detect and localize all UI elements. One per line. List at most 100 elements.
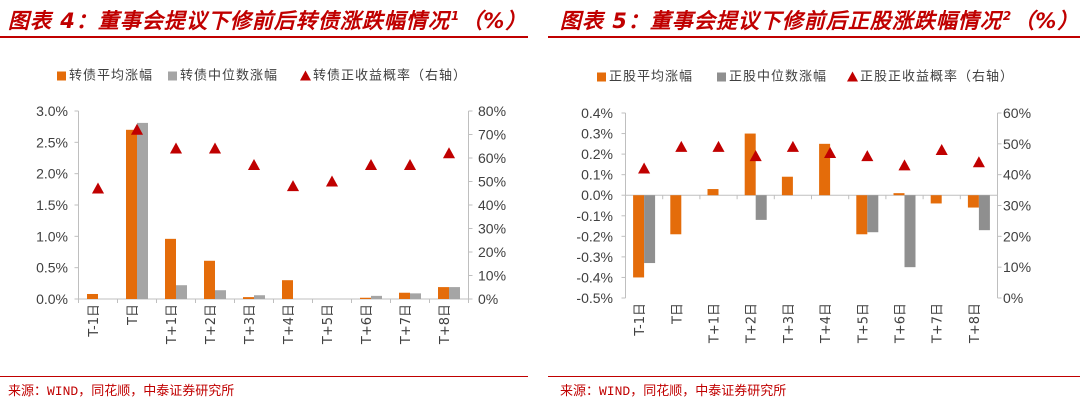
y2-axis-tick-label: 30% [1003, 198, 1031, 214]
y2-axis-tick-label: 0% [478, 291, 498, 307]
avg-return-bar [967, 195, 979, 208]
y-axis-tick-label: -0.1% [576, 208, 613, 224]
y2-axis-tick-label: 60% [478, 150, 506, 166]
median-return-bar [137, 122, 148, 299]
positive-return-probability-marker [364, 159, 378, 170]
x-axis-category-label: T-1日 [87, 304, 102, 338]
positive-return-probability-marker [247, 159, 261, 170]
y-axis-tick-label: -0.4% [576, 269, 613, 285]
x-axis-category-label: T+1日 [165, 304, 180, 345]
x-axis-category-label: T+5日 [321, 304, 336, 345]
x-axis-category-label: T日 [126, 304, 141, 326]
title-divider [548, 36, 1080, 38]
y-axis-tick-label: -0.3% [576, 249, 613, 265]
y-axis-tick-label: 0.0% [36, 291, 68, 307]
median-return-bar [410, 293, 421, 299]
x-axis-category-label: T+6日 [894, 303, 909, 344]
avg-return-bar [204, 260, 215, 299]
x-axis-category-label: T日 [670, 303, 685, 325]
x-axis-category-label: T+2日 [745, 303, 760, 344]
avg-return-bar [744, 133, 756, 196]
median-return-bar [904, 195, 916, 268]
positive-return-probability-marker [638, 162, 651, 174]
avg-return-bar [633, 195, 645, 278]
chart-title-unit: （%） [1013, 9, 1080, 33]
avg-return-bar [930, 195, 942, 204]
x-axis-category-label: T+3日 [243, 304, 258, 345]
y2-axis-tick-label: 20% [478, 244, 506, 260]
x-axis-category-label: T+2日 [204, 304, 219, 345]
positive-return-probability-marker [169, 142, 183, 154]
y-axis-tick-label: 2.0% [36, 166, 68, 182]
y-axis-tick-label: 1.0% [36, 228, 68, 244]
legend-label: 转债正收益概率（右轴） [313, 68, 467, 84]
x-axis-category-label: T+1日 [708, 303, 723, 344]
x-axis-category-label: T+3日 [782, 303, 797, 344]
positive-return-probability-marker [898, 159, 911, 171]
y-axis-tick-label: 0.3% [581, 126, 613, 142]
source-note: 来源：WIND，同花顺，中泰证券研究所 [560, 384, 787, 399]
legend-item: 正股正收益概率（右轴） [847, 69, 1013, 85]
legend-label: 转债中位数涨幅 [180, 69, 278, 84]
positive-return-probability-marker [208, 142, 222, 154]
median-return-bar [867, 195, 879, 233]
y2-axis-tick-label: 70% [478, 127, 506, 143]
y2-axis-tick-label: 30% [478, 221, 506, 237]
positive-return-probability-marker [442, 147, 456, 159]
y-axis-tick-label: -0.2% [576, 228, 613, 244]
legend-triangle-icon [300, 70, 311, 81]
x-axis-category-label: T+4日 [819, 303, 834, 344]
legend: 转债平均涨幅 转债中位数涨幅 转债正收益概率（右轴） [57, 68, 467, 84]
positive-return-probability-marker [861, 150, 874, 162]
y2-axis-tick-label: 10% [478, 268, 506, 284]
legend-item: 转债正收益概率（右轴） [300, 68, 467, 84]
convertible-bond-chart-panel: 0.0% 0.5% 1.0% 1.5% 2.0% 2.5% 3.0% 0% 10% 20% 30% 4… [0, 0, 528, 407]
legend-label: 正股中位数涨幅 [729, 70, 827, 85]
avg-return-bar [243, 297, 254, 299]
avg-return-bar [781, 176, 793, 196]
positive-return-probability-marker [935, 143, 948, 155]
legend: 正股平均涨幅 正股中位数涨幅 正股正收益概率（右轴） [597, 69, 1013, 85]
positive-return-probability-marker [325, 175, 339, 187]
legend-item: 正股平均涨幅 [597, 70, 692, 85]
avg-return-bar [819, 143, 831, 196]
x-axis-category-label: T+6日 [360, 304, 375, 345]
x-axis-category-label: T+7日 [931, 303, 946, 344]
x-axis-category-label: T+8日 [968, 303, 983, 344]
x-axis-category-label: T+4日 [282, 304, 297, 345]
median-return-bar [644, 195, 656, 264]
positive-return-probability-marker [675, 140, 688, 152]
source-note: 来源：WIND，同花顺，中泰证券研究所 [8, 384, 235, 399]
x-axis-category-label: T+7日 [399, 304, 414, 345]
title-divider [0, 36, 528, 38]
avg-return-bar [893, 193, 905, 196]
legend-swatch [57, 71, 66, 81]
x-axis-category-label: T-1日 [633, 303, 648, 337]
marker-series [91, 123, 456, 194]
y2-axis-tick-label: 60% [1003, 105, 1031, 121]
marker-series [638, 140, 985, 174]
median-return-bar [978, 195, 990, 231]
avg-return-bar [165, 238, 176, 299]
avg-return-bar [856, 195, 868, 235]
stock-chart-panel: -0.5% -0.4% -0.3% -0.2% -0.1% 0.0% 0.1% 0.2% 0.3… [548, 0, 1080, 407]
chart-title-text: 图表 4：董事会提议下修前后转债涨跌幅情况 [8, 9, 450, 33]
x-axis-category-label: T+5日 [856, 303, 871, 344]
source-divider [548, 376, 1080, 377]
avg-return-bar [399, 292, 410, 299]
y2-axis-tick-label: 80% [478, 103, 506, 119]
positive-return-probability-marker [749, 150, 762, 162]
avg-return-bar [438, 287, 449, 299]
y-axis-tick-label: 2.5% [36, 134, 68, 150]
chart-title-footnote-mark: 1 [450, 9, 461, 23]
median-return-bar [371, 295, 382, 299]
chart-title-text: 图表 5：董事会提议下修前后正股涨跌幅情况 [560, 9, 1002, 33]
y2-axis-tick-label: 40% [1003, 167, 1031, 183]
avg-return-bar [707, 189, 719, 196]
avg-return-bar [670, 195, 682, 235]
y2-axis-tick-label: 40% [478, 197, 506, 213]
legend-swatch [597, 72, 606, 82]
legend-triangle-icon [847, 71, 858, 82]
y2-axis-tick-label: 10% [1003, 259, 1031, 275]
y-axis-tick-label: 0.5% [36, 260, 68, 276]
